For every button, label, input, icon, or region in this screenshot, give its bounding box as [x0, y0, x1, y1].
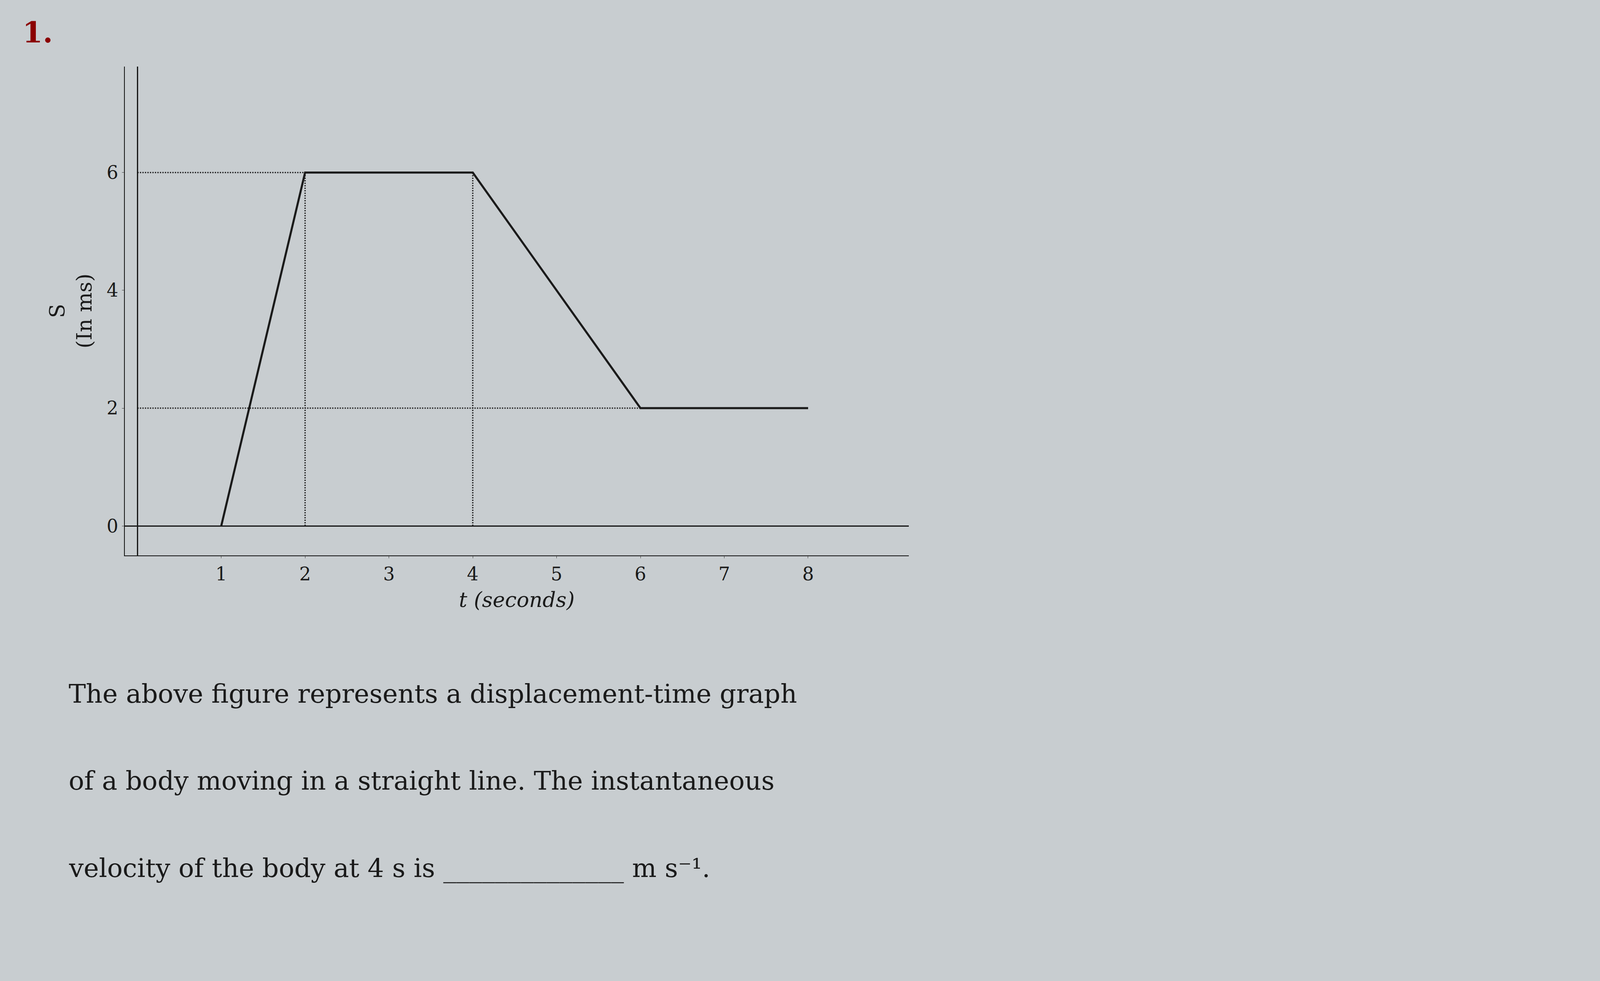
- svg-text:4: 4: [466, 563, 479, 585]
- svg-text:5: 5: [550, 563, 563, 585]
- svg-text:2: 2: [299, 563, 311, 585]
- svg-text:0: 0: [106, 515, 119, 537]
- svg-text:3: 3: [383, 563, 395, 585]
- svg-text:1.: 1.: [22, 14, 53, 50]
- svg-text:The above figure represents a: The above figure represents a displaceme…: [68, 678, 797, 710]
- svg-text:7: 7: [718, 563, 731, 585]
- svg-text:6: 6: [634, 563, 647, 585]
- svg-text:S(In ms): S(In ms): [45, 273, 97, 349]
- svg-text:2: 2: [106, 397, 119, 419]
- svg-text:4: 4: [106, 279, 119, 301]
- svg-text:1: 1: [215, 563, 228, 585]
- svg-text:6: 6: [106, 161, 119, 184]
- svg-text:t (seconds): t (seconds): [458, 587, 575, 613]
- svg-text:8: 8: [802, 563, 814, 585]
- svg-text:of a body moving in a straight: of a body moving in a straight line. The…: [68, 765, 775, 797]
- svg-text:velocity of the body at 4 s is: velocity of the body at 4 s is _________…: [68, 853, 711, 884]
